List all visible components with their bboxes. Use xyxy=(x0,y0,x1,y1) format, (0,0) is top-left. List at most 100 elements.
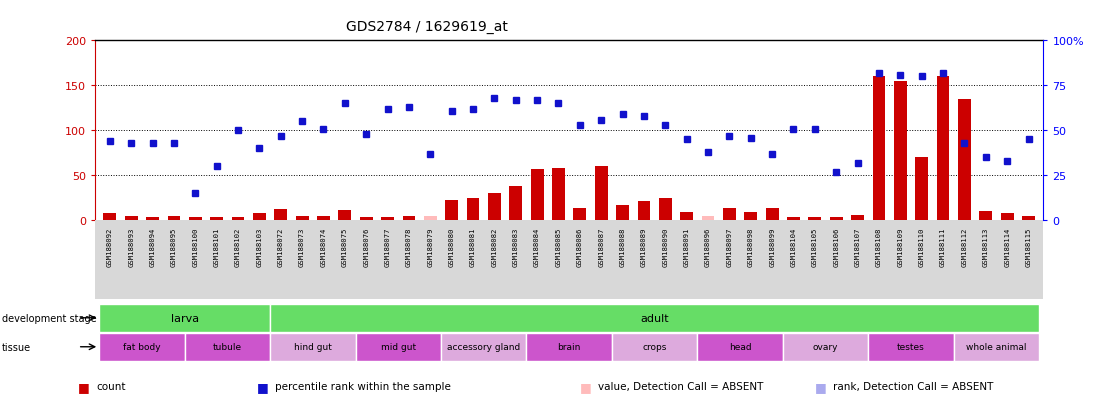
Bar xyxy=(403,216,415,221)
Text: GSM188080: GSM188080 xyxy=(449,227,454,266)
Bar xyxy=(189,217,202,221)
Bar xyxy=(787,217,800,221)
Bar xyxy=(356,333,441,361)
Bar xyxy=(445,200,458,221)
Bar xyxy=(698,333,782,361)
Bar xyxy=(766,209,779,221)
Text: GSM188073: GSM188073 xyxy=(299,227,305,266)
Bar xyxy=(104,214,116,221)
Text: ■: ■ xyxy=(257,380,269,393)
Text: GSM188104: GSM188104 xyxy=(790,227,797,266)
Bar xyxy=(852,216,864,221)
Text: GSM188079: GSM188079 xyxy=(427,227,433,266)
Text: GSM188114: GSM188114 xyxy=(1004,227,1010,266)
Bar xyxy=(958,100,971,221)
Text: count: count xyxy=(96,381,125,391)
Bar xyxy=(527,333,612,361)
Text: GDS2784 / 1629619_at: GDS2784 / 1629619_at xyxy=(346,20,508,34)
Bar xyxy=(936,77,950,221)
Text: GSM188099: GSM188099 xyxy=(769,227,776,266)
Text: GSM188100: GSM188100 xyxy=(192,227,199,266)
Text: GSM188083: GSM188083 xyxy=(512,227,519,266)
Text: GSM188101: GSM188101 xyxy=(213,227,220,266)
Text: GSM188092: GSM188092 xyxy=(107,227,113,266)
Bar xyxy=(359,217,373,221)
Bar xyxy=(681,213,693,221)
Bar xyxy=(338,210,352,221)
Text: GSM188113: GSM188113 xyxy=(983,227,989,266)
Text: GSM188088: GSM188088 xyxy=(619,227,626,266)
Text: whole animal: whole animal xyxy=(966,342,1027,351)
Text: GSM188089: GSM188089 xyxy=(641,227,647,266)
Bar xyxy=(574,209,586,221)
Text: brain: brain xyxy=(558,342,580,351)
Bar xyxy=(612,333,698,361)
Text: ovary: ovary xyxy=(812,342,838,351)
Bar xyxy=(782,333,868,361)
Text: GSM188072: GSM188072 xyxy=(278,227,283,266)
Text: ■: ■ xyxy=(580,380,593,393)
Bar xyxy=(1001,214,1013,221)
Text: GSM188109: GSM188109 xyxy=(897,227,903,266)
Bar xyxy=(317,216,330,221)
Text: ■: ■ xyxy=(815,380,827,393)
Text: GSM188107: GSM188107 xyxy=(855,227,860,266)
Text: GSM188111: GSM188111 xyxy=(940,227,946,266)
Bar xyxy=(99,304,270,332)
Text: testes: testes xyxy=(897,342,925,351)
Bar xyxy=(125,216,137,221)
Text: tubule: tubule xyxy=(213,342,242,351)
Bar xyxy=(723,209,735,221)
Text: GSM188077: GSM188077 xyxy=(385,227,391,266)
Bar xyxy=(637,201,651,221)
Bar xyxy=(1022,216,1035,221)
Text: crops: crops xyxy=(643,342,666,351)
Bar xyxy=(296,216,308,221)
Text: adult: adult xyxy=(641,313,668,323)
Bar xyxy=(868,333,954,361)
Text: GSM188094: GSM188094 xyxy=(150,227,155,266)
Bar xyxy=(424,216,436,221)
Bar xyxy=(167,216,181,221)
Text: accessory gland: accessory gland xyxy=(448,342,520,351)
Text: GSM188090: GSM188090 xyxy=(662,227,668,266)
Bar xyxy=(531,170,543,221)
Text: GSM188087: GSM188087 xyxy=(598,227,604,266)
Text: mid gut: mid gut xyxy=(381,342,416,351)
Text: GSM188097: GSM188097 xyxy=(727,227,732,266)
Text: GSM188096: GSM188096 xyxy=(705,227,711,266)
Text: GSM188081: GSM188081 xyxy=(470,227,477,266)
Text: head: head xyxy=(729,342,751,351)
Bar xyxy=(616,206,629,221)
Text: GSM188112: GSM188112 xyxy=(961,227,968,266)
Bar xyxy=(808,217,821,221)
Bar xyxy=(275,209,287,221)
Bar xyxy=(915,158,929,221)
Text: GSM188105: GSM188105 xyxy=(811,227,818,266)
Text: GSM188091: GSM188091 xyxy=(684,227,690,266)
Text: GSM188075: GSM188075 xyxy=(341,227,348,266)
Text: GSM188098: GSM188098 xyxy=(748,227,753,266)
Text: development stage: development stage xyxy=(2,313,97,323)
Bar xyxy=(184,333,270,361)
Bar xyxy=(99,333,184,361)
Text: percentile rank within the sample: percentile rank within the sample xyxy=(275,381,451,391)
Bar xyxy=(894,82,906,221)
Bar xyxy=(595,167,607,221)
Text: GSM188108: GSM188108 xyxy=(876,227,882,266)
Bar xyxy=(658,199,672,221)
Text: GSM188076: GSM188076 xyxy=(363,227,369,266)
Bar xyxy=(980,212,992,221)
Text: GSM188093: GSM188093 xyxy=(128,227,134,266)
Text: rank, Detection Call = ABSENT: rank, Detection Call = ABSENT xyxy=(833,381,993,391)
Text: GSM188084: GSM188084 xyxy=(535,227,540,266)
Bar xyxy=(466,199,480,221)
Bar xyxy=(270,304,1039,332)
Bar xyxy=(552,169,565,221)
Bar xyxy=(253,214,266,221)
Text: tissue: tissue xyxy=(2,342,31,352)
Text: GSM188086: GSM188086 xyxy=(577,227,583,266)
Bar xyxy=(830,217,843,221)
Text: GSM188095: GSM188095 xyxy=(171,227,177,266)
Text: GSM188115: GSM188115 xyxy=(1026,227,1031,266)
